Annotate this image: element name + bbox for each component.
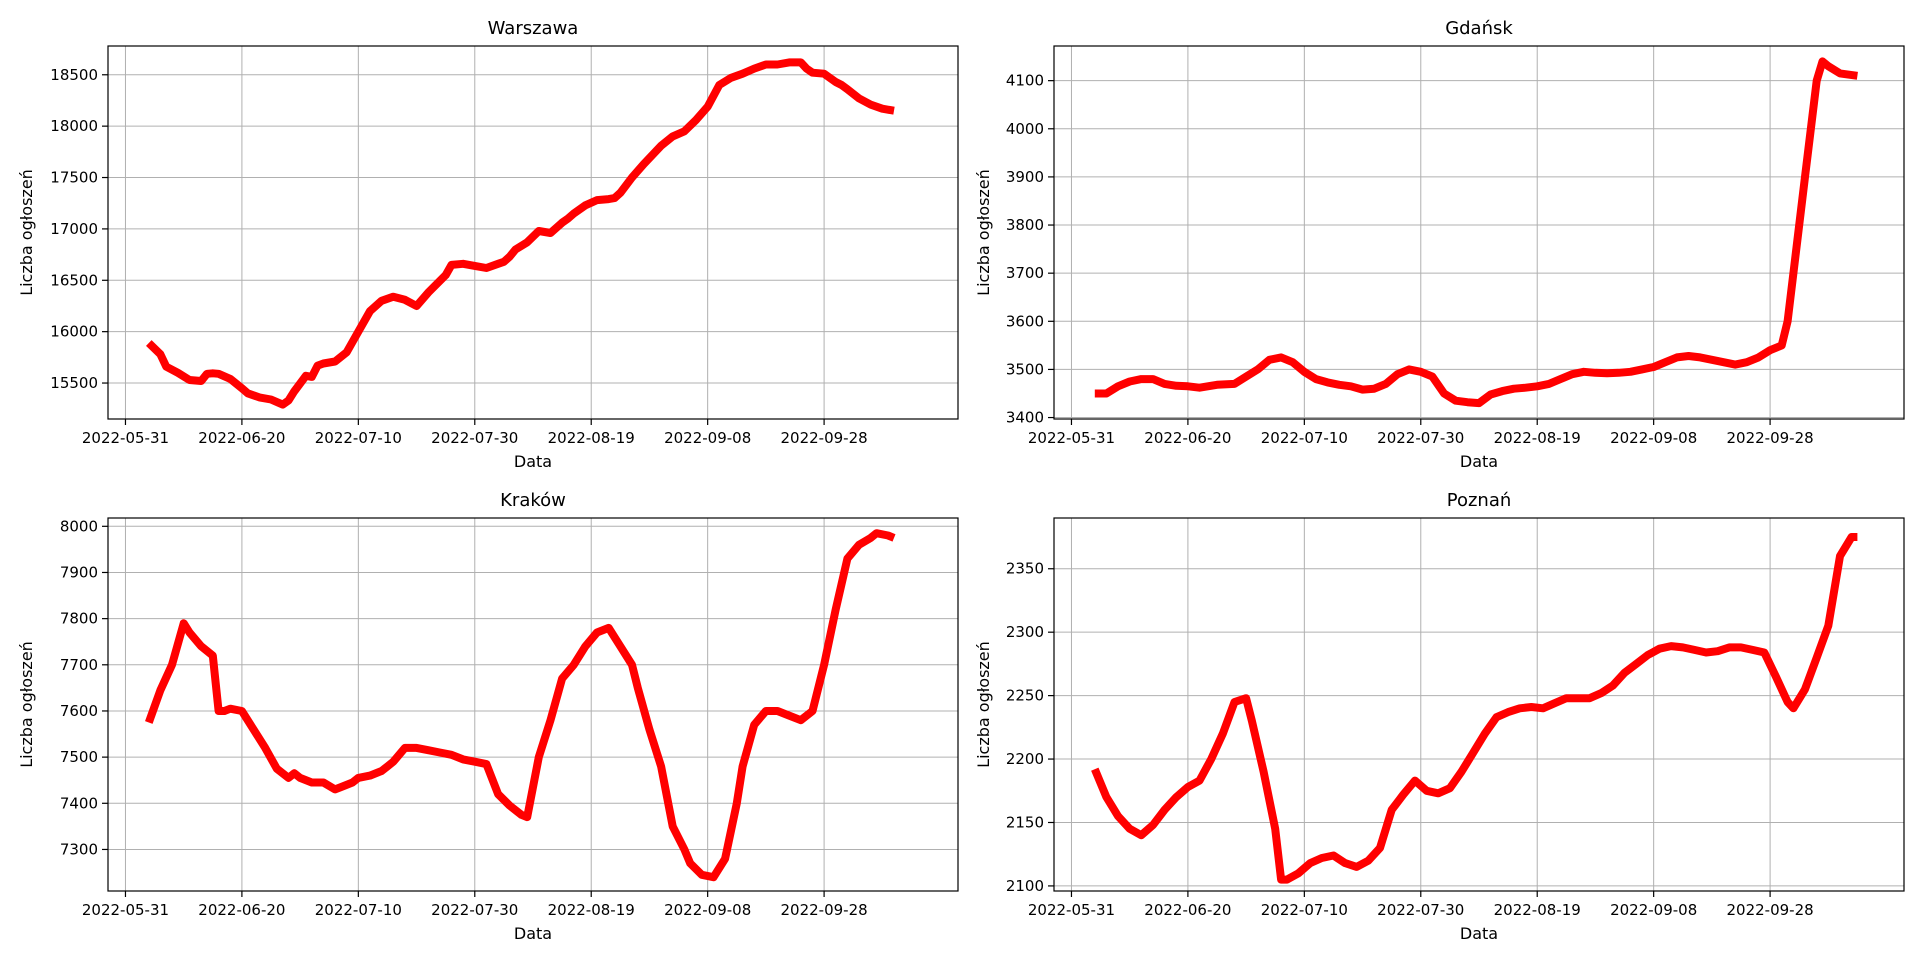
y-tick-label: 2100	[1006, 877, 1044, 895]
series-line	[146, 58, 895, 409]
y-tick-label: 2350	[1006, 560, 1044, 578]
y-tick-label: 7700	[60, 656, 98, 674]
x-tick-label: 2022-09-08	[664, 429, 751, 447]
plot-frame	[1053, 45, 1905, 420]
y-tick-label: 18500	[50, 66, 98, 84]
y-axis-label: Liczba ogłoszeń	[974, 169, 993, 296]
x-tick-label: 2022-07-30	[1377, 901, 1464, 919]
panel-poznan: Poznań Data Liczba ogłoszeń 2022-05-31 20…	[974, 490, 1905, 943]
x-tick-label: 2022-09-08	[664, 901, 751, 919]
y-axis-label: Liczba ogłoszeń	[17, 641, 36, 768]
y-tick-label: 7300	[60, 840, 98, 858]
y-tick-label: 16000	[50, 323, 98, 341]
y-tick-label: 3700	[1006, 264, 1044, 282]
x-tick-label: 2022-06-20	[198, 429, 285, 447]
y-tick-label: 4000	[1006, 120, 1044, 138]
x-tick-label: 2022-07-30	[1377, 429, 1464, 447]
x-tick-label: 2022-07-10	[315, 901, 402, 919]
x-tick-label: 2022-05-31	[1028, 429, 1115, 447]
x-tick-label: 2022-08-19	[1494, 901, 1581, 919]
y-tick-label: 2150	[1006, 813, 1044, 831]
x-tick-label: 2022-06-20	[1144, 901, 1231, 919]
panel-title: Kraków	[500, 490, 566, 511]
x-tick-label: 2022-09-28	[781, 429, 868, 447]
y-tick-label: 17000	[50, 220, 98, 238]
y-tick-label: 3900	[1006, 168, 1044, 186]
x-tick-label: 2022-07-10	[1261, 429, 1348, 447]
x-axis-label: Data	[514, 924, 552, 943]
x-axis-label: Data	[1460, 924, 1498, 943]
y-tick-label: 8000	[60, 517, 98, 535]
plot-frame	[107, 45, 959, 420]
x-tick-label: 2022-08-19	[1494, 429, 1581, 447]
series-line	[1091, 533, 1858, 884]
y-axis-label: Liczba ogłoszeń	[974, 641, 993, 768]
y-axis-label: Liczba ogłoszeń	[17, 169, 36, 296]
x-tick-label: 2022-09-28	[1727, 429, 1814, 447]
y-tick-label: 7400	[60, 794, 98, 812]
series-line	[1094, 57, 1858, 408]
y-tick-label: 7800	[60, 610, 98, 628]
y-tick-label: 18000	[50, 117, 98, 135]
plot-frame	[1053, 517, 1905, 892]
x-tick-label: 2022-09-28	[1727, 901, 1814, 919]
y-tick-label: 16500	[50, 271, 98, 289]
panel-gdansk: Gdańsk Data Liczba ogłoszeń 2022-05-31 20…	[974, 18, 1905, 471]
x-tick-label: 2022-07-10	[1261, 901, 1348, 919]
y-tick-label: 7900	[60, 563, 98, 581]
x-tick-label: 2022-06-20	[1144, 429, 1231, 447]
x-tick-label: 2022-07-30	[431, 901, 518, 919]
y-tick-label: 7500	[60, 748, 98, 766]
y-tick-label: 2200	[1006, 750, 1044, 768]
x-axis-label: Data	[514, 452, 552, 471]
y-tick-label: 3500	[1006, 360, 1044, 378]
y-tick-label: 4100	[1006, 72, 1044, 90]
y-tick-label: 3400	[1006, 409, 1044, 427]
panel-title: Warszawa	[488, 18, 579, 39]
x-tick-label: 2022-08-19	[548, 429, 635, 447]
panel-warszawa: Warszawa Data Liczba ogłoszeń 2022-05-31…	[17, 18, 959, 471]
y-tick-label: 17500	[50, 169, 98, 187]
y-tick-label: 3800	[1006, 216, 1044, 234]
x-tick-label: 2022-05-31	[82, 429, 169, 447]
panel-krakow: Kraków Data Liczba ogłoszeń 2022-05-31 20…	[17, 490, 959, 943]
y-tick-label: 15500	[50, 374, 98, 392]
y-tick-label: 7600	[60, 702, 98, 720]
x-tick-label: 2022-05-31	[1028, 901, 1115, 919]
x-tick-label: 2022-05-31	[82, 901, 169, 919]
x-tick-label: 2022-06-20	[198, 901, 285, 919]
y-tick-label: 3600	[1006, 312, 1044, 330]
x-axis-label: Data	[1460, 452, 1498, 471]
x-tick-label: 2022-09-08	[1610, 429, 1697, 447]
series-line	[145, 529, 896, 882]
plot-frame	[107, 517, 959, 892]
x-tick-label: 2022-07-30	[431, 429, 518, 447]
x-tick-label: 2022-09-28	[781, 901, 868, 919]
y-tick-label: 2250	[1006, 687, 1044, 705]
panel-title: Gdańsk	[1445, 18, 1513, 39]
panel-title: Poznań	[1447, 490, 1512, 511]
x-tick-label: 2022-09-08	[1610, 901, 1697, 919]
x-tick-label: 2022-07-10	[315, 429, 402, 447]
x-tick-label: 2022-08-19	[548, 901, 635, 919]
y-tick-label: 2300	[1006, 623, 1044, 641]
